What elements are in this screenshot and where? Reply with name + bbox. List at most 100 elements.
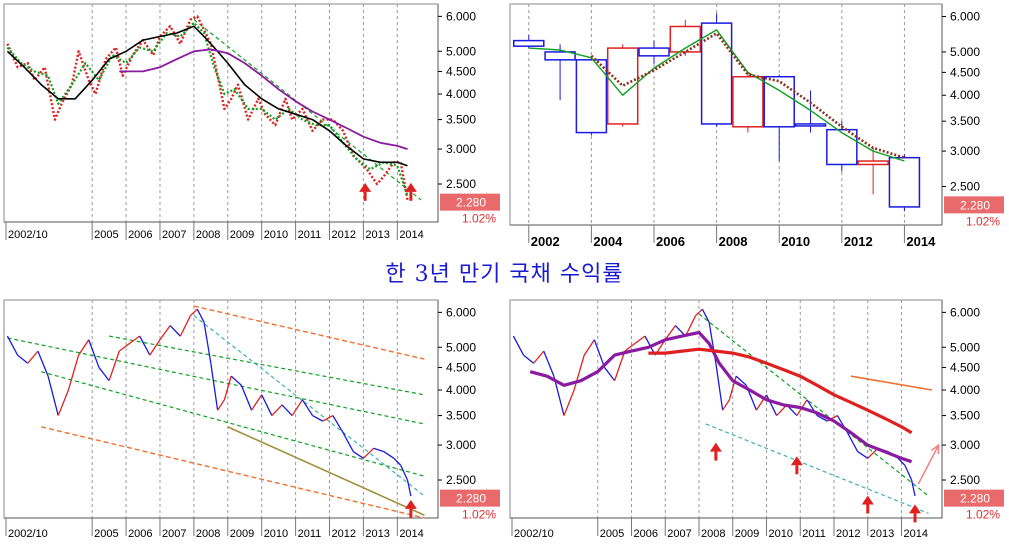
x-tick-label: 2012 [836,528,860,540]
candle-body [888,156,921,208]
red-arrow-marker [404,499,417,509]
price-segment [583,339,595,356]
price-segment [57,389,70,416]
last-price-label: 2.280 [456,492,486,506]
x-tick-label: 2008 [719,234,748,249]
chart-bottom-left: 6.000 5.000 4.500 4.000 3.500 3.000 2.500 2002/… [3,299,500,540]
chart-bottom-right: 6.000 5.000 4.500 4.000 3.500 3.000 2.500 2002/… [509,299,1004,540]
x-tick-label: 2011 [802,528,826,540]
red-arrow-marker [909,504,921,514]
red-arrow-marker-stem [409,191,413,201]
series-line [529,330,913,464]
price-segment [78,339,90,356]
price-segment [846,432,859,452]
plot-area [3,299,439,519]
price-segment [722,399,730,411]
price-segment [67,354,80,391]
price-segment [352,451,364,459]
y-tick-label: 4.000 [950,88,980,102]
x-tick-label: 2014 [904,528,928,540]
x-tick-label: 2006 [128,528,152,540]
x-tick-label: 2010 [264,528,288,540]
price-segment [322,414,334,422]
x-tick-label: 2011 [298,528,322,540]
y-tick-label: 2.500 [446,473,476,487]
y-tick-label: 3.500 [950,114,980,128]
price-segment [312,414,324,422]
x-tick-label: 2002/10 [514,528,554,540]
x-tick-label: 2012 [332,229,356,241]
red-arrow-marker [861,495,874,505]
x-tick-label: 2010 [781,234,810,249]
price-segment [179,315,192,337]
price-segment [857,451,869,459]
x-tick-label: 2007 [162,528,186,540]
price-segment [250,394,263,411]
x-tick-label: 2013 [365,528,389,540]
x-tick-label: 2006 [634,528,658,540]
price-segment [603,367,616,382]
price-segment [664,325,676,341]
price-segment [897,457,906,466]
red-arrow-marker-stem [795,465,799,475]
candle-body [638,47,670,57]
x-tick-label: 2014 [906,234,936,249]
last-price-box [440,489,500,507]
x-tick-label: 2011 [298,229,322,241]
x-tick-label: 2006 [128,229,152,241]
price-segment [563,389,575,416]
price-segment [159,325,171,341]
red-arrow-marker [709,442,722,452]
y-tick-label: 4.500 [950,360,980,374]
series-line [648,347,913,435]
x-tick-label: 2013 [870,528,894,540]
series-line [119,48,408,150]
price-segment [393,457,402,466]
price-segment [37,350,49,377]
price-segment [406,479,412,497]
last-price-label: 2.280 [456,196,486,210]
y-tick-label: 3.000 [446,142,476,156]
red-arrow-marker-stem [714,451,718,461]
change-percent-label: 1.02% [966,214,1000,228]
y-tick-label: 3.000 [446,438,476,452]
change-percent-label: 1.02% [966,508,1000,522]
price-segment [210,363,219,411]
price-segment [291,399,303,416]
y-tick-label: 2.500 [950,473,980,487]
y-tick-label: 3.000 [950,438,980,452]
red-arrow-marker-stem [409,508,413,518]
x-tick-label: 2014 [399,229,423,241]
x-tick-label: 2002/10 [8,528,48,540]
y-tick-label: 4.000 [446,87,476,101]
price-segment [217,399,225,411]
x-tick-label: 2012 [844,234,873,249]
candle-body [732,75,764,128]
price-segment [553,375,565,416]
price-segment [118,342,130,352]
price-segment [816,414,828,422]
price-segment [271,404,283,417]
x-tick-label: 2002/10 [8,229,48,241]
price-segment [169,325,181,337]
y-tick-label: 4.000 [950,383,980,397]
price-segment [523,354,535,364]
series-line [6,25,408,167]
series-line [528,29,905,162]
price-segment [301,399,314,416]
y-tick-label: 5.000 [446,44,476,58]
last-price-box [944,489,1004,507]
last-price-box [944,196,1004,214]
panel-bottom-right: 6.000 5.000 4.500 4.000 3.500 3.000 2.500 2002/… [508,296,1009,544]
price-segment [108,350,120,381]
candle-body [700,22,733,125]
price-segment [27,350,39,364]
trendline [41,426,425,519]
x-tick-label: 2008 [196,229,220,241]
trendline [41,371,425,477]
trendline [7,337,425,425]
y-tick-label: 3.500 [446,409,476,423]
plot-area [509,299,943,519]
trendline [850,375,933,391]
last-price-box [440,193,500,211]
